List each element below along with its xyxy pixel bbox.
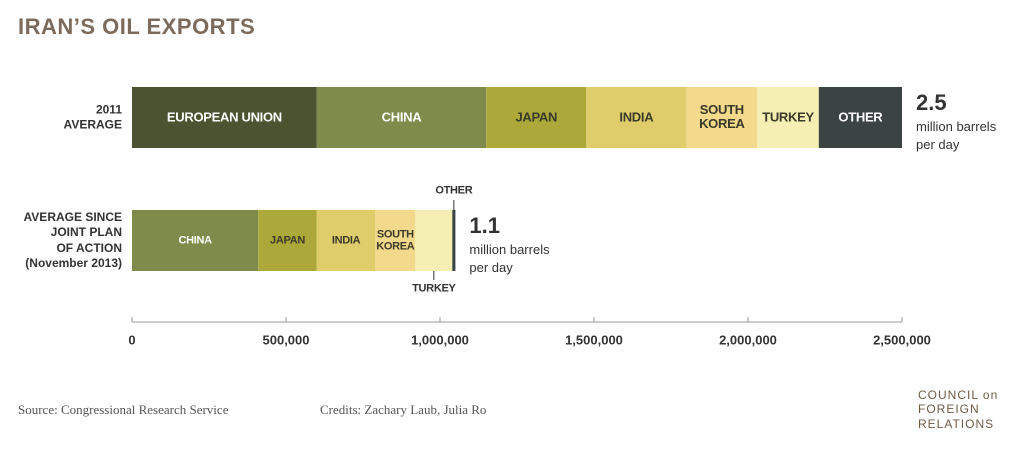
x-tick-label: 500,000	[262, 332, 310, 348]
segment-label: OTHER	[838, 109, 883, 125]
source: Source: Congressional Research Service	[18, 402, 229, 417]
segment-label: SOUTH KOREA	[376, 227, 415, 253]
segment-label: SOUTH KOREA	[699, 101, 745, 132]
chart-title: IRAN’S OIL EXPORTS	[18, 14, 256, 39]
category-label: AVERAGE SINCE JOINT PLAN OF ACTION (Nove…	[23, 209, 122, 271]
category-label: 2011 AVERAGE	[63, 101, 122, 132]
total-unit: million barrels per day	[469, 242, 550, 275]
segment-label: INDIA	[331, 234, 361, 247]
segment-label: JAPAN	[515, 109, 558, 125]
segment-label: EUROPEAN UNION	[166, 109, 282, 125]
bar-segment	[452, 210, 456, 271]
x-tick-label: 2,500,000	[873, 332, 931, 348]
bar-segment	[316, 87, 487, 148]
bar-segment	[132, 210, 259, 271]
bar-segment	[258, 210, 317, 271]
segment-label: INDIA	[619, 109, 654, 125]
segment-label: TURKEY	[412, 282, 456, 295]
credits: Credits: Zachary Laub, Julia Ro	[320, 402, 487, 417]
bar-segment	[686, 87, 758, 148]
x-tick-label: 0	[128, 332, 136, 348]
segment-label: JAPAN	[270, 234, 306, 247]
x-tick-label: 1,000,000	[411, 332, 469, 348]
bar-segment	[586, 87, 687, 148]
segment-label: CHINA	[178, 234, 212, 247]
segment-label: CHINA	[381, 109, 422, 125]
bar-segment	[757, 87, 819, 148]
segment-label: TURKEY	[762, 109, 814, 125]
bar-segment	[132, 87, 317, 148]
bar-segment	[375, 210, 416, 271]
bar-segment	[818, 87, 902, 148]
total-label: 1.1	[469, 213, 500, 238]
segment-label: OTHER	[435, 184, 473, 197]
x-tick-label: 2,000,000	[719, 332, 777, 348]
total-label: 2.5	[916, 90, 947, 115]
bar-segment	[486, 87, 587, 148]
bar-segment	[316, 210, 376, 271]
total-unit: million barrels per day	[916, 119, 997, 152]
x-tick-label: 1,500,000	[565, 332, 623, 348]
bar-segment	[415, 210, 453, 271]
logo: COUNCIL on FOREIGN RELATIONS	[918, 388, 999, 431]
